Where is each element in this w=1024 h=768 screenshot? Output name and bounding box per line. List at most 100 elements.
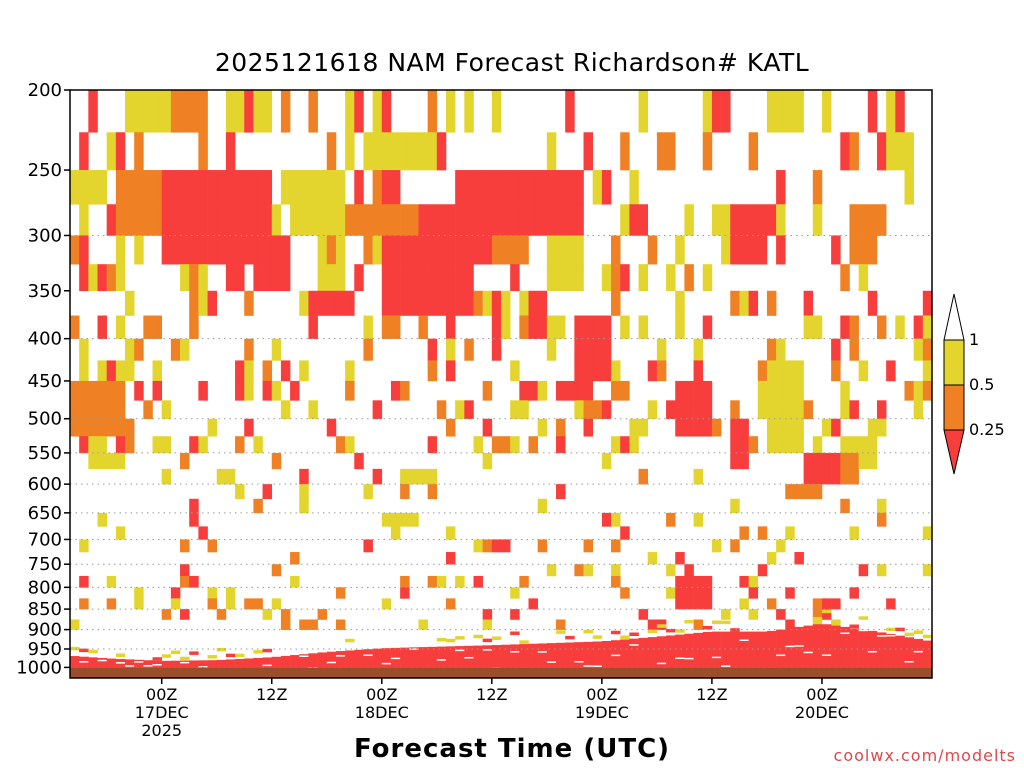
heatmap-cell [354, 170, 364, 205]
heatmap-cell [115, 436, 126, 454]
heatmap-cell [849, 624, 859, 628]
boundary-layer-cell [280, 655, 291, 668]
boundary-layer-cell [482, 645, 493, 668]
heatmap-cell [152, 657, 162, 661]
heatmap-cell [308, 204, 318, 236]
heatmap-cell [831, 452, 841, 470]
heatmap-cell [528, 204, 538, 236]
heatmap-cell [244, 204, 254, 236]
boundary-layer-cell [739, 631, 749, 668]
heatmap-cell [831, 360, 841, 382]
x-tick-label: 18DEC [355, 703, 409, 722]
heatmap-cell [473, 575, 483, 588]
heatmap-cell [125, 338, 135, 361]
heatmap-cell [922, 634, 933, 639]
x-axis-label: Forecast Time (UTC) [353, 734, 671, 764]
heatmap-cell [345, 290, 355, 316]
heatmap-cell [381, 170, 392, 205]
heatmap-cell [216, 204, 227, 236]
heatmap-cell [482, 452, 493, 470]
y-tick-label: 550 [28, 443, 62, 464]
heatmap-cell [776, 90, 786, 133]
heatmap-cell [207, 655, 218, 659]
heatmap-cell [271, 235, 282, 265]
heatmap-cell [675, 400, 685, 420]
heatmap-cell [858, 629, 869, 632]
heatmap-cell [262, 170, 273, 205]
heatmap-cell [803, 290, 814, 316]
heatmap-cell [702, 264, 713, 292]
heatmap-cell [583, 338, 593, 361]
heatmap-cell [418, 235, 428, 265]
y-tick-label: 450 [28, 371, 62, 392]
heatmap-cell [299, 655, 309, 657]
boundary-layer-cell [180, 660, 190, 668]
heatmap-cell [363, 539, 373, 553]
heatmap-cell [721, 609, 731, 620]
heatmap-cell [831, 235, 841, 265]
heatmap-cell [666, 628, 676, 633]
boundary-layer-cell [326, 651, 337, 668]
heatmap-cell [381, 235, 392, 265]
heatmap-cell [556, 418, 566, 437]
heatmap-cell [794, 400, 804, 420]
heatmap-cell [134, 170, 144, 205]
ground-layer [70, 667, 932, 678]
heatmap-cell [785, 436, 795, 454]
heatmap-cell [70, 400, 80, 420]
heatmap-cell [510, 631, 520, 635]
heatmap-cell [876, 512, 887, 527]
heatmap-cell [464, 90, 474, 133]
heatmap-cell [739, 639, 749, 642]
ground-fill [70, 667, 932, 678]
heatmap-cell [115, 418, 126, 437]
heatmap-cell [225, 468, 236, 485]
heatmap-cell [895, 90, 905, 133]
heatmap-cell [363, 132, 373, 171]
heatmap-cell [152, 360, 162, 382]
heatmap-cell [794, 380, 804, 401]
heatmap-cell [702, 587, 713, 599]
heatmap-cell [170, 235, 181, 265]
heatmap-cell [831, 338, 841, 361]
heatmap-cell [335, 619, 346, 630]
heatmap-cell [189, 512, 199, 527]
heatmap-cell [693, 338, 704, 361]
heatmap-cell [445, 598, 456, 610]
heatmap-cell [482, 380, 493, 401]
heatmap-cell [876, 400, 887, 420]
heatmap-cell [473, 170, 483, 205]
boundary-layer-cell [849, 628, 859, 668]
heatmap-cell [271, 598, 282, 610]
heatmap-cell [253, 598, 263, 610]
heatmap-cell [235, 204, 245, 236]
heatmap-cell [556, 380, 566, 401]
heatmap-cell [510, 400, 520, 420]
boundary-layer-cell [601, 640, 612, 668]
heatmap-cell [592, 315, 603, 339]
heatmap-cell [280, 264, 291, 292]
heatmap-cell [418, 290, 428, 316]
heatmap-cell [445, 526, 456, 540]
heatmap-cell [647, 619, 658, 630]
heatmap-cell [79, 539, 89, 553]
heatmap-cell [537, 539, 548, 553]
heatmap-cell [895, 132, 905, 171]
heatmap-cell [583, 132, 593, 171]
heatmap-cell [354, 204, 364, 236]
heatmap-cell [354, 264, 364, 292]
heatmap-cell [574, 380, 584, 401]
heatmap-cell [638, 90, 649, 133]
heatmap-cell [363, 484, 373, 500]
heatmap-cell [207, 587, 218, 599]
boundary-layer-cell [656, 636, 667, 668]
heatmap-cell [812, 468, 823, 485]
heatmap-cell [345, 90, 355, 133]
heatmap-cell [766, 418, 777, 437]
heatmap-cell [785, 90, 795, 133]
heatmap-cell [180, 204, 190, 236]
credit-link[interactable]: coolwx.com/modelts [833, 746, 1016, 765]
heatmap-cell [766, 90, 777, 133]
heatmap-cell [363, 235, 373, 265]
heatmap-cell [372, 468, 383, 485]
